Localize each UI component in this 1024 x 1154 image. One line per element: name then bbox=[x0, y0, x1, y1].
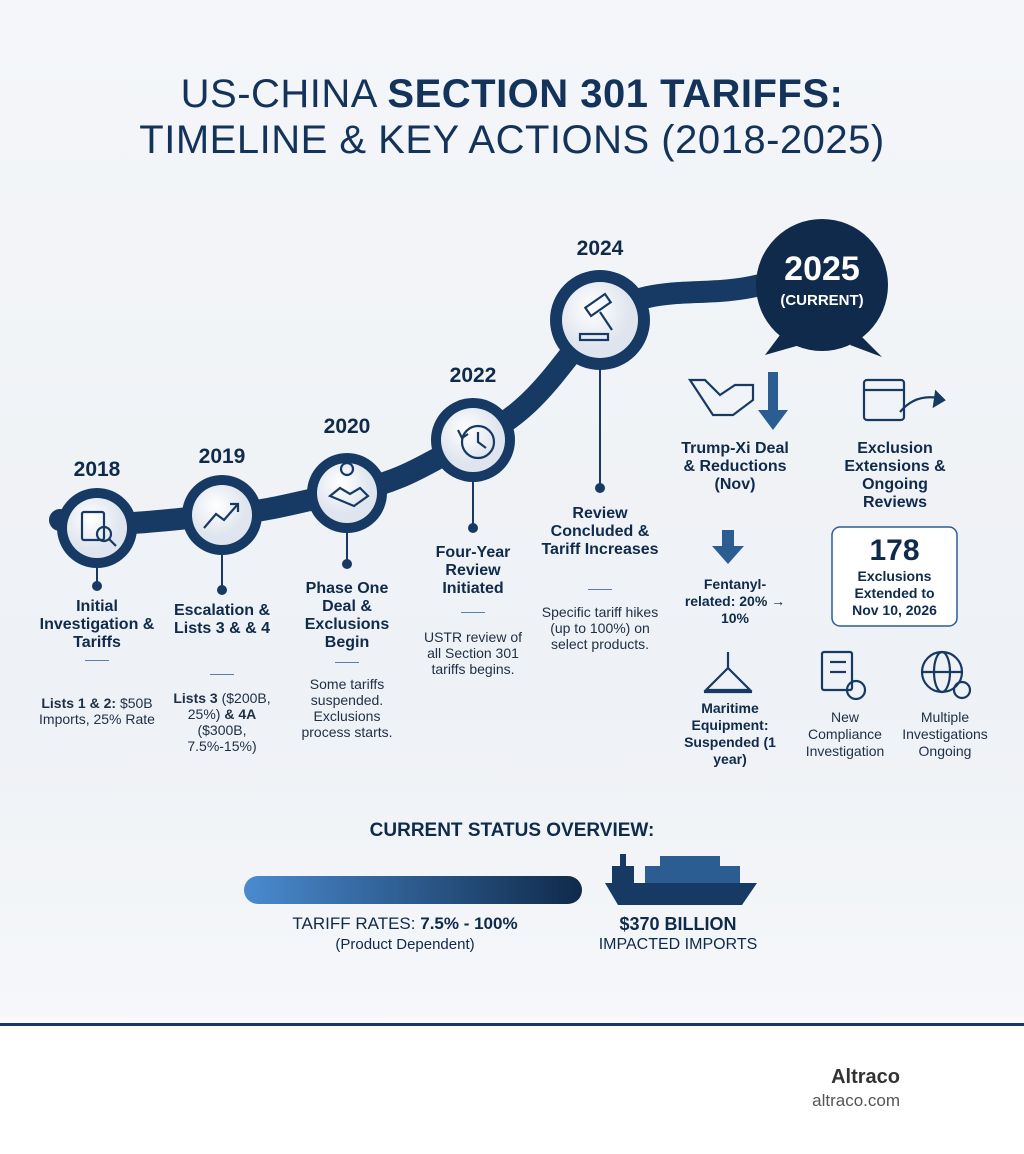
milestone-title: Four-Year Review Initiated bbox=[435, 544, 511, 597]
multiple-text: Multiple Investigations Ongoing bbox=[902, 709, 988, 759]
status-heading: CURRENT STATUS OVERVIEW: bbox=[369, 820, 655, 841]
title-bold: SECTION 301 TARIFFS: bbox=[387, 72, 844, 116]
exclusion-count: 178 bbox=[869, 534, 920, 567]
milestone-year: 2020 bbox=[323, 415, 371, 438]
detail-part: Lists 1 & 2: bbox=[41, 695, 117, 711]
milestone-year: 2019 bbox=[198, 445, 246, 468]
compliance-text: New Compliance Investigation bbox=[805, 709, 885, 759]
title-line1: US-CHINA SECTION 301 TARIFFS: bbox=[0, 72, 1024, 117]
rates-value: 7.5% - 100% bbox=[420, 914, 518, 933]
detail-part: ($200B, 25%) bbox=[187, 690, 271, 722]
milestone-title: Escalation & Lists 3 & & 4 bbox=[173, 602, 271, 637]
milestone-detail: Some tariffs suspended. Exclusions proce… bbox=[292, 676, 402, 740]
milestone-dash bbox=[335, 662, 359, 663]
detail-part: USTR review of all Section 301 tariffs b… bbox=[423, 629, 523, 677]
current-icons bbox=[687, 372, 972, 701]
detail-part: ($300B, 7.5%-15%) bbox=[187, 722, 257, 754]
milestone-title: Review Concluded & Tariff Increases bbox=[541, 505, 659, 558]
detail-part: Some tariffs suspended. Exclusions proce… bbox=[301, 676, 393, 740]
milestone-title: Initial Investigation & Tariffs bbox=[39, 598, 155, 651]
current-year: 2025 bbox=[784, 250, 860, 288]
ship-icon bbox=[605, 854, 757, 905]
rates-note: (Product Dependent) bbox=[335, 936, 475, 953]
deal-title: Trump-Xi Deal & Reductions (Nov) bbox=[681, 440, 789, 493]
imports-label: IMPACTED IMPORTS bbox=[598, 936, 758, 953]
milestone-dash bbox=[210, 674, 234, 675]
fentanyl-text: Fentanyl-related: 20% → 10% bbox=[684, 576, 786, 626]
exclusion-text: Exclusions Extended to Nov 10, 2026 bbox=[852, 568, 937, 618]
title-line2: TIMELINE & KEY ACTIONS (2018-2025) bbox=[139, 118, 885, 162]
exclusion-title: Exclusion Extensions & Ongoing Reviews bbox=[844, 440, 946, 511]
rates-line: TARIFF RATES: 7.5% - 100% bbox=[255, 914, 555, 934]
milestone-detail: USTR review of all Section 301 tariffs b… bbox=[421, 629, 526, 677]
rates-label: TARIFF RATES: bbox=[292, 914, 416, 933]
detail-part: & 4A bbox=[224, 706, 257, 722]
milestone-dash bbox=[588, 589, 612, 590]
detail-part: Lists 3 bbox=[173, 690, 218, 706]
milestone-dash bbox=[85, 660, 109, 661]
milestone-year: 2024 bbox=[576, 237, 624, 260]
maritime-text: Maritime Equipment: Suspended (1 year) bbox=[684, 700, 776, 767]
exclusions-box bbox=[831, 526, 958, 627]
title-light: US-CHINA bbox=[180, 72, 376, 116]
milestone-icons bbox=[80, 292, 613, 547]
detail-part: $50B Imports, 25% Rate bbox=[39, 695, 155, 727]
current-label: (CURRENT) bbox=[780, 292, 864, 309]
milestone-year: 2022 bbox=[449, 364, 497, 387]
footer-url: altraco.com bbox=[812, 1091, 900, 1110]
footer-brand: Altraco bbox=[831, 1066, 900, 1088]
milestone-detail: Lists 3 ($200B, 25%) & 4A ($300B, 7.5%-1… bbox=[167, 690, 277, 754]
milestone-title: Phase One Deal & Exclusions Begin bbox=[304, 580, 390, 651]
milestone-year: 2018 bbox=[73, 458, 121, 481]
detail-part: Specific tariff hikes (up to 100%) on se… bbox=[541, 604, 659, 652]
tariff-bar bbox=[244, 876, 582, 904]
current-bubble bbox=[756, 219, 888, 351]
milestone-detail: Specific tariff hikes (up to 100%) on se… bbox=[540, 604, 660, 652]
timeline-path bbox=[49, 274, 771, 536]
milestone-discs bbox=[57, 270, 650, 568]
footer-rule bbox=[0, 1023, 1024, 1026]
milestone-dash bbox=[461, 612, 485, 613]
imports-value: $370 BILLION bbox=[619, 914, 737, 934]
milestone-detail: Lists 1 & 2: $50B Imports, 25% Rate bbox=[37, 695, 157, 727]
